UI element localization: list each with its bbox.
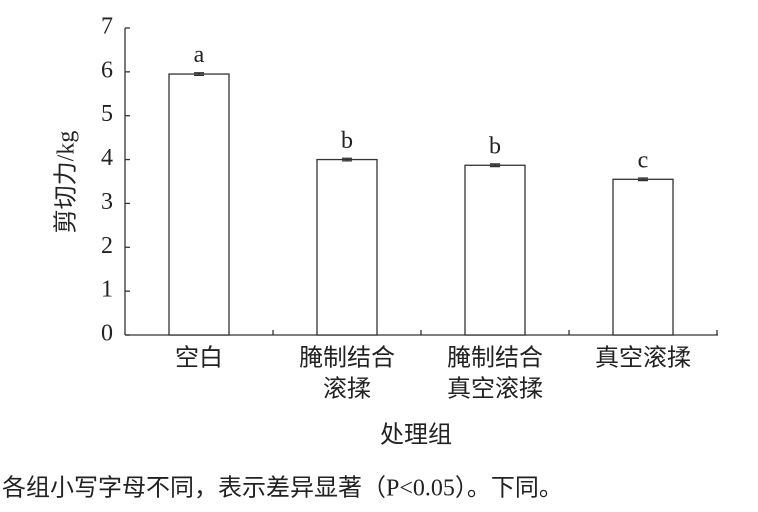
y-tick-label: 5 [101,101,113,127]
significance-letter: c [638,147,649,173]
error-bar [342,157,352,162]
error-bar [194,72,204,77]
y-tick-label: 2 [101,233,113,259]
x-tick-label: 滚揉 [323,376,371,403]
bar [612,178,674,336]
x-tick-label: 真空滚揉 [447,376,543,403]
significance-letter: b [489,133,501,159]
y-axis-label: 剪切力/kg [53,131,80,234]
y-tick-label: 0 [101,321,113,347]
y-tick-label: 6 [101,57,113,83]
significance-letter: a [194,42,205,68]
y-tick-label: 1 [101,277,113,303]
bar [168,73,230,336]
footnote: 各组小写字母不同，表示差异显著（P<0.05）。下同。 [2,475,563,502]
error-bar [490,163,500,168]
bar [464,164,526,336]
y-tick-label: 7 [101,14,113,40]
x-axis-label: 处理组 [380,422,452,449]
x-tick-label: 真空滚揉 [595,345,691,372]
error-bar [638,177,648,182]
x-tick-label: 腌制结合 [447,345,543,372]
significance-letter: b [341,128,353,154]
x-tick-label: 空白 [175,345,223,372]
y-tick-label: 3 [101,189,113,215]
y-tick-label: 4 [101,145,113,171]
x-tick-label: 腌制结合 [299,345,395,372]
bar [316,158,378,336]
